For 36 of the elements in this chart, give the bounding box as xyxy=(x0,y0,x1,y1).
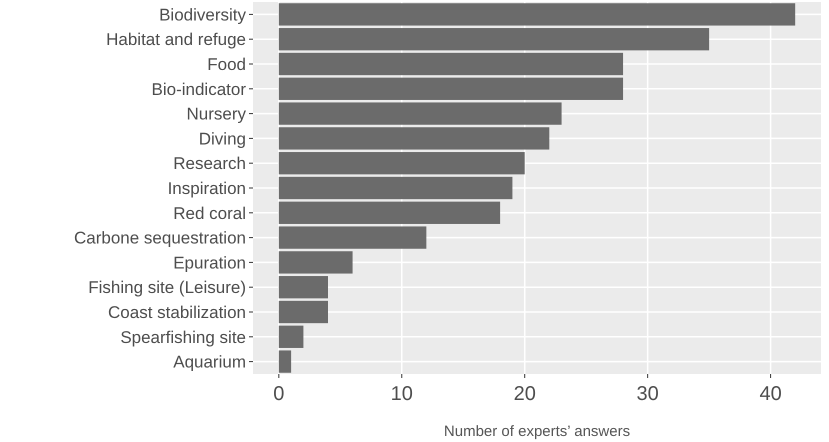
y-tick-label: Spearfishing site xyxy=(120,328,246,347)
y-tick-label: Epuration xyxy=(173,253,246,272)
y-tick-label: Research xyxy=(173,154,246,174)
bar xyxy=(278,3,796,26)
bar xyxy=(278,176,512,200)
y-tick-label: Aquarium xyxy=(173,352,246,372)
x-tick-label: 30 xyxy=(636,383,659,405)
bar xyxy=(278,326,304,348)
y-tick-label: Bio-indicator xyxy=(152,80,246,99)
bar xyxy=(278,226,426,249)
bar xyxy=(278,28,710,50)
bar xyxy=(278,127,550,150)
x-tick-label: 20 xyxy=(514,383,536,405)
y-tick-label: Biodiversity xyxy=(159,5,246,24)
x-axis-title: Number of experts’ answers xyxy=(444,423,630,440)
y-tick-label: Food xyxy=(207,54,246,74)
x-tick-label: 0 xyxy=(273,383,284,405)
y-tick-label: Coast stabilization xyxy=(108,302,246,322)
bar xyxy=(278,251,353,274)
bar xyxy=(278,300,328,324)
y-tick-label: Carbone sequestration xyxy=(74,228,246,248)
x-tick-label: 40 xyxy=(759,383,782,405)
y-tick-label: Habitat and refuge xyxy=(106,30,246,50)
y-tick-label: Red coral xyxy=(173,204,246,223)
bar xyxy=(278,350,292,373)
bar xyxy=(278,102,562,125)
y-tick-label: Diving xyxy=(198,129,246,148)
y-tick-label: Fishing site (Leisure) xyxy=(88,278,246,298)
x-tick-label: 10 xyxy=(390,383,413,405)
y-tick-label: Nursery xyxy=(186,104,246,124)
bar xyxy=(278,276,328,298)
y-tick-label: Inspiration xyxy=(168,178,246,198)
bar xyxy=(278,52,624,76)
bar xyxy=(278,202,500,224)
bar xyxy=(278,152,525,174)
bar xyxy=(278,78,624,100)
